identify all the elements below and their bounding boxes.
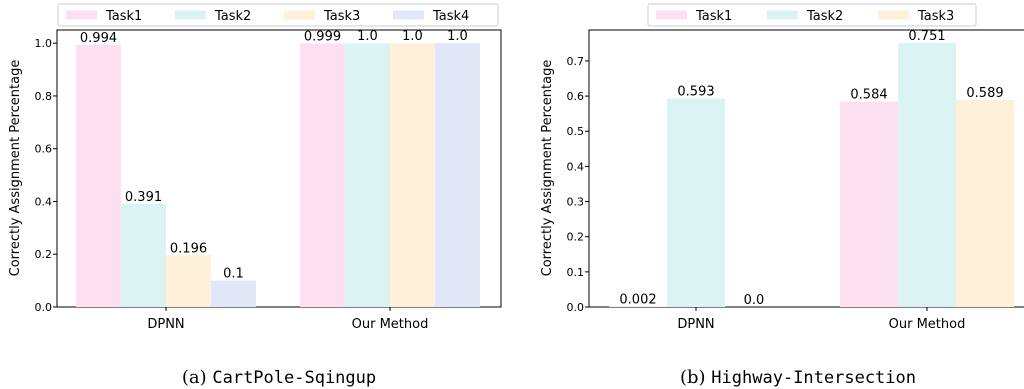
y-tick-label: 0.8 (35, 90, 53, 103)
y-tick-label: 0.2 (35, 248, 53, 261)
y-axis-label: Correctly Assignment Percentage (540, 60, 555, 277)
plot-area (588, 29, 1024, 308)
y-tick-label: 0.5 (567, 125, 585, 138)
x-ticks: DPNN Our Method (677, 307, 965, 332)
data-label: 1.0 (402, 29, 423, 44)
data-labels: 0.002 0.593 0.0 0.584 0.751 0.589 (619, 29, 1003, 308)
x-tick-label: Our Method (889, 317, 966, 332)
caption-env: CartPole-Sqingup (212, 368, 376, 388)
y-tick-label: 0.4 (35, 195, 53, 208)
bar-task1-our-method (840, 101, 898, 307)
legend-label: Task3 (323, 9, 360, 24)
y-tick-label: 0.0 (567, 301, 585, 314)
x-tick-label: DPNN (677, 317, 714, 332)
bar-task2-dpnn (667, 98, 725, 307)
bar-task2-our-method (898, 43, 956, 307)
legend: Task1 Task2 Task3 Task4 (57, 3, 499, 27)
legend-label: Task2 (806, 9, 843, 24)
legend-label: Task4 (432, 9, 469, 24)
bar-task2-dpnn (121, 203, 166, 307)
data-label: 0.589 (966, 86, 1003, 101)
data-label: 1.0 (447, 29, 468, 44)
data-label: 0.593 (677, 85, 714, 100)
caption-env: Highway-Intersection (711, 368, 916, 388)
data-label: 0.1 (223, 267, 244, 282)
data-label: 0.0 (744, 293, 765, 308)
legend-swatch (767, 10, 798, 20)
data-label: 0.999 (304, 29, 341, 44)
data-label: 0.994 (80, 31, 117, 46)
bar-task1-dpnn (76, 44, 121, 307)
bar-task4-our-method (435, 43, 480, 307)
y-tick-label: 0.6 (567, 90, 585, 103)
y-tick-label: 0.1 (567, 266, 585, 279)
y-tick-label: 0.4 (567, 160, 585, 173)
legend-frame (647, 3, 977, 27)
legend-label: Task1 (105, 9, 142, 24)
legend-swatch (66, 10, 97, 20)
y-tick-label: 1.0 (35, 37, 53, 50)
plot-area (56, 29, 502, 308)
caption-b: (b) Highway-Intersection (680, 367, 916, 388)
y-tick-label: 0.6 (35, 143, 53, 156)
bar-task4-dpnn (211, 280, 256, 307)
data-label: 0.391 (125, 190, 162, 205)
legend-swatch (284, 10, 315, 20)
caption-prefix: (b) (680, 367, 711, 388)
chart-cartpole: 0.00.20.40.60.81.0 DPNN Our Method 0.9940… (8, 3, 502, 388)
bars (609, 43, 1014, 307)
legend-swatch (656, 10, 687, 20)
y-ticks: 0.0 0.2 0.4 0.6 0.8 1.0 (35, 37, 57, 314)
data-label: 0.584 (850, 88, 887, 103)
y-ticks: 0.0 0.1 0.2 0.3 0.4 0.5 0.6 0.7 (567, 55, 589, 314)
bar-task3-dpnn (166, 255, 211, 307)
legend: Task1 Task2 Task3 (647, 3, 977, 27)
data-label: 1.0 (357, 29, 378, 44)
y-tick-label: 0.2 (567, 231, 585, 244)
legend-label: Task3 (917, 9, 954, 24)
bar-task1-our-method (300, 43, 345, 307)
bar-task1-dpnn (609, 306, 667, 307)
bars (76, 43, 480, 307)
caption-a: (a) CartPole-Sqingup (182, 367, 376, 388)
bar-task2-our-method (345, 43, 390, 307)
x-ticks: DPNN Our Method (147, 307, 428, 332)
data-labels: 0.994 0.391 0.196 0.1 0.999 1.0 1.0 1.0 (80, 29, 468, 281)
y-tick-label: 0.3 (567, 196, 585, 209)
y-axis-label: Correctly Assignment Percentage (8, 60, 23, 277)
y-tick-label: 0.7 (567, 55, 585, 68)
chart-highway: 0.00.10.20.30.40.50.60.7 DPNN Our Method … (540, 3, 1024, 388)
bar-task3-our-method (390, 43, 435, 307)
bar-task3-our-method (956, 99, 1014, 307)
legend-label: Task2 (214, 9, 251, 24)
legend-label: Task1 (695, 9, 732, 24)
legend-swatch (878, 10, 909, 20)
data-label: 0.751 (908, 29, 945, 44)
legend-swatch (393, 10, 424, 20)
legend-swatch (175, 10, 206, 20)
legend-frame (57, 3, 499, 27)
data-label: 0.196 (170, 241, 207, 256)
y-tick-label: 0.0 (35, 301, 53, 314)
caption-prefix: (a) (182, 367, 213, 388)
data-label: 0.002 (619, 292, 656, 307)
x-tick-label: DPNN (147, 317, 184, 332)
x-tick-label: Our Method (352, 317, 429, 332)
